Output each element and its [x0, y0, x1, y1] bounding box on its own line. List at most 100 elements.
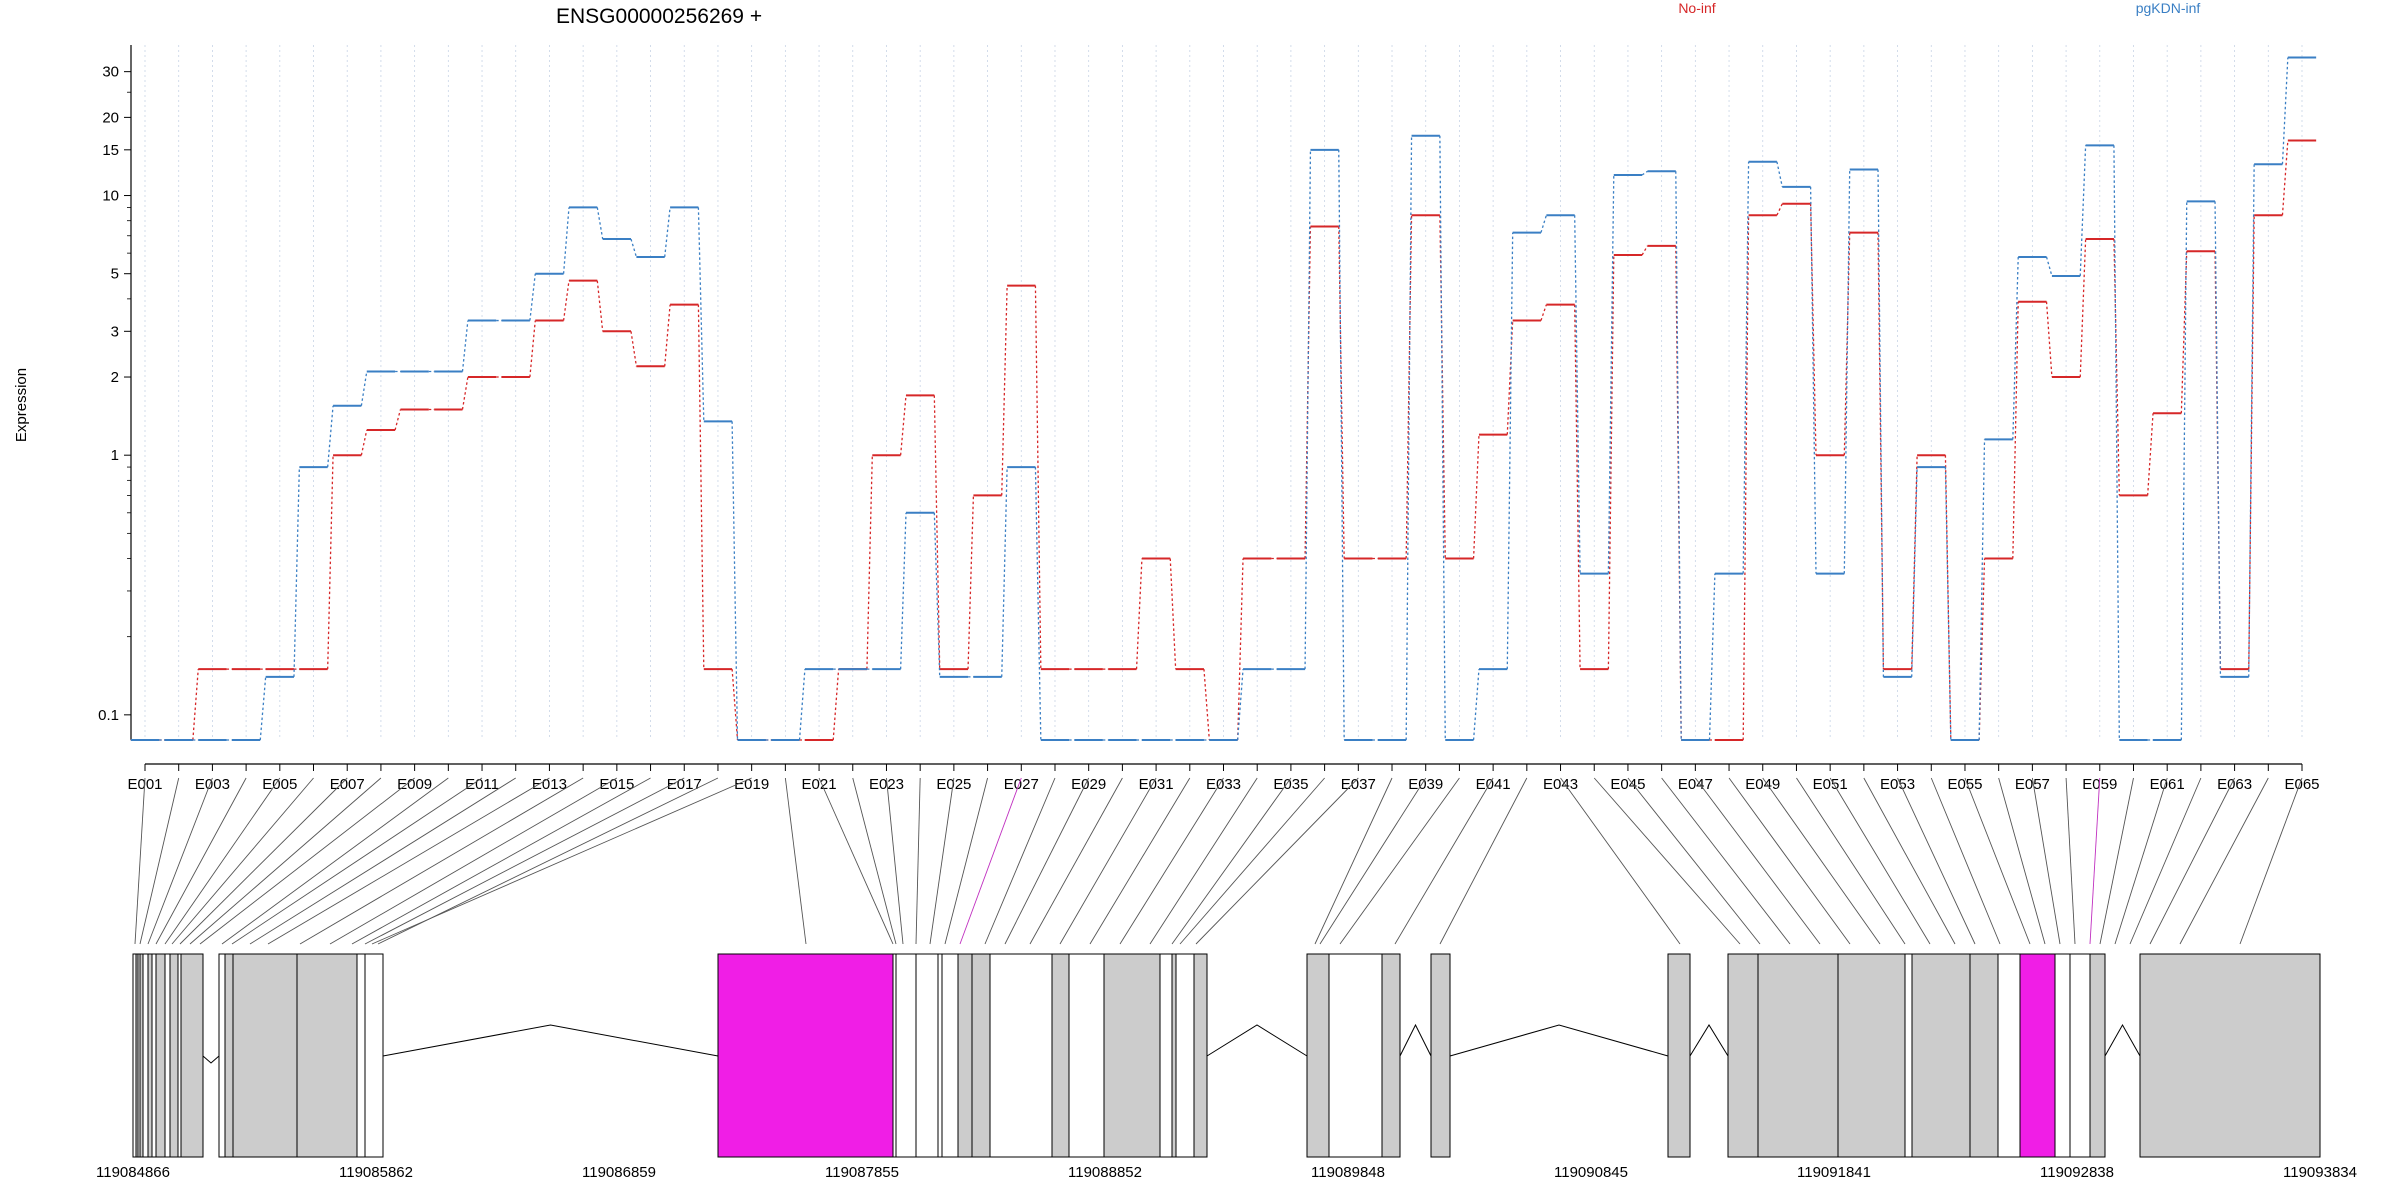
connector-pgkdn-inf [461, 320, 469, 372]
connector-no-inf [1135, 558, 1143, 670]
x-tick-label: E037 [1341, 776, 1376, 793]
exon-connector-e048 [1728, 777, 1851, 945]
exon-block [218, 953, 226, 1158]
connector-pgkdn-inf [2214, 201, 2222, 677]
exon-block [1911, 953, 1971, 1158]
exon-connector-e005 [164, 777, 281, 945]
connector-pgkdn-inf [1607, 174, 1615, 574]
connector-no-inf [360, 429, 368, 456]
connector-pgkdn-inf [1978, 439, 1986, 741]
exon-connector-e034 [1149, 777, 1258, 945]
exon-block [895, 953, 917, 1158]
exon-connector-e020 [784, 777, 807, 945]
connector-pgkdn-inf [899, 512, 907, 670]
connector-pgkdn-inf [933, 512, 941, 677]
x-tick-label: E025 [936, 776, 971, 793]
exon-connector-e015 [329, 777, 618, 945]
coordinate-label: 119084866 [96, 1164, 170, 1181]
x-tick-label: E047 [1678, 776, 1713, 793]
connector-no-inf [1203, 669, 1210, 741]
exon-connector-e010 [221, 777, 449, 945]
y-tick-label: 3 [111, 323, 119, 340]
exon-block [1997, 953, 2021, 1158]
connector-no-inf [2012, 301, 2019, 559]
intron-line [1689, 1024, 1729, 1057]
exon-connector-e063 [2149, 777, 2235, 945]
exon-connector-e019 [371, 777, 752, 945]
legend-label-no-inf: No-inf [1678, 0, 1715, 16]
x-tick-label: E039 [1408, 776, 1443, 793]
exon-connector-e008 [189, 777, 382, 945]
exon-connector-e032 [1089, 777, 1191, 945]
intron-line [382, 1024, 719, 1057]
exon-block [941, 953, 959, 1158]
y-tick-label: 5 [111, 266, 119, 283]
connector-no-inf [1506, 320, 1514, 435]
connector-no-inf [866, 455, 873, 670]
exon-connector-e045 [1627, 777, 1761, 945]
exon-connector-e052 [1863, 777, 1956, 945]
coordinate-label: 119090845 [1554, 1164, 1628, 1181]
y-ticks: 0.1 1 2 3 5 10 15 20 30 [98, 64, 131, 724]
chart-title: ENSG00000256269 + [556, 5, 762, 28]
exon-block [2069, 953, 2091, 1158]
connector-no-inf [899, 395, 907, 456]
connector-no-inf [2045, 301, 2053, 378]
exon-connector-e023 [886, 777, 904, 945]
connector-pgkdn-inf [630, 238, 638, 258]
exon-connector-e039 [1319, 777, 1427, 945]
exon-block [1306, 953, 1330, 1158]
x-tick-label: E005 [262, 776, 297, 793]
intron-line [2104, 1023, 2141, 1057]
exon-connector-e007 [179, 777, 348, 945]
exon-connector-e060 [2099, 777, 2134, 945]
exon-block [1159, 953, 1173, 1158]
connector-no-inf [1472, 434, 1480, 559]
exon-connector-e025 [929, 777, 955, 945]
axes [130, 45, 2302, 765]
y-tick-label: 20 [102, 109, 119, 126]
connector-no-inf [1607, 255, 1615, 670]
exon-connector-e053 [1897, 777, 1976, 945]
connector-no-inf [697, 304, 705, 670]
x-tick-label: E007 [330, 776, 365, 793]
legend-label-pgkdn-inf: pgKDN-inf [2136, 0, 2201, 16]
exon-block [1051, 953, 1070, 1158]
x-tick-label: E013 [532, 776, 567, 793]
connector-pgkdn-inf [1944, 467, 1952, 741]
coordinate-label: 119086859 [582, 1164, 656, 1181]
connector-pgkdn-inf [1405, 135, 1413, 741]
connector-no-inf [2180, 251, 2188, 414]
y-tick-label: 15 [102, 142, 119, 159]
exon-connector-e050 [1796, 777, 1906, 945]
connector-pgkdn-inf [1540, 215, 1547, 233]
connector-pgkdn-inf [1506, 232, 1514, 670]
exon-connector-e026 [944, 777, 989, 945]
connector-pgkdn-inf [1776, 161, 1783, 187]
connector-pgkdn-inf [731, 421, 739, 741]
connector-pgkdn-inf [562, 207, 570, 274]
connector-no-inf [664, 304, 671, 367]
connector-no-inf [596, 280, 604, 332]
connector-no-inf [327, 455, 334, 670]
exon-connector-e033 [1119, 777, 1224, 945]
y-tick-label: 2 [111, 369, 119, 386]
exon-block [1667, 953, 1691, 1158]
connector-pgkdn-inf [2079, 145, 2087, 277]
connector-no-inf [1911, 455, 1918, 670]
x-tick-label: E063 [2217, 776, 2252, 793]
intron-line [202, 1055, 220, 1064]
exon-block [147, 953, 153, 1158]
x-tick-label: E033 [1206, 776, 1241, 793]
connector-no-inf [461, 376, 469, 410]
x-tick-label: E003 [195, 776, 230, 793]
connector-no-inf [832, 669, 840, 741]
exon-connector-e037 [1195, 777, 1359, 945]
connector-no-inf [1540, 304, 1547, 321]
connector-pgkdn-inf [2045, 256, 2053, 277]
exon-block [296, 953, 358, 1158]
exon-connector-e049 [1762, 777, 1881, 945]
connector-no-inf [630, 331, 638, 367]
x-tick-label: E019 [734, 776, 769, 793]
exon-block [180, 953, 204, 1158]
